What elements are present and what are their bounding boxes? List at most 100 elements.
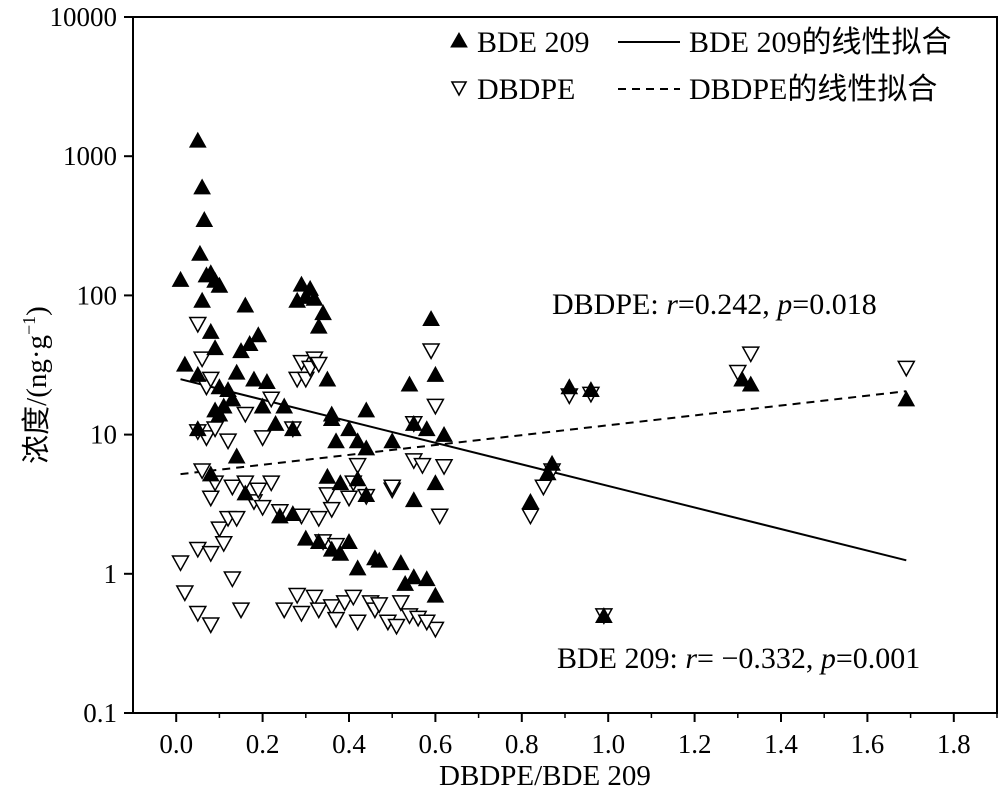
bde209-data-point (582, 381, 600, 398)
dbdpe-data-point (318, 487, 337, 504)
dbdpe-data-point (322, 501, 341, 519)
dbdpe-data-point (897, 360, 916, 378)
bde209-data-point (322, 540, 341, 557)
dbdpe-data-point (227, 510, 246, 528)
dbdpe-data-point (430, 508, 449, 526)
y-axis-ticks: 0.1 1 10 100 1000 10000 (50, 2, 133, 728)
dbdpe-data-point (223, 571, 242, 588)
dbdpe-data-point (348, 457, 367, 475)
dbdpe-data-point (205, 421, 225, 438)
dbdpe-data-point (171, 555, 190, 572)
legend: BDE 209 BDE 209的线性拟合 DBDPE DBDPE的线性拟合 (450, 26, 952, 106)
bde209-data-point (171, 270, 190, 287)
legend-bde209-fit-label: BDE 209的线性拟合 (689, 26, 952, 59)
bde209-data-point (595, 607, 613, 624)
dbdpe-data-point (339, 490, 359, 508)
dbdpe-data-point (344, 589, 363, 607)
dbdpe-data-point (534, 479, 553, 497)
dbdpe-data-point (192, 463, 212, 480)
bde209-data-point (191, 244, 209, 261)
bde209-stats-r-symbol: r (685, 642, 697, 675)
dbdpe-data-point (274, 602, 294, 620)
bde209-stats-p-value: =0.001 (836, 642, 920, 675)
y-axis-title-group: 浓度/(ng·g−1) (19, 306, 53, 464)
bde209-data-point (348, 470, 367, 487)
x-tick-label: 1.0 (591, 729, 625, 759)
dbdpe-data-point (741, 346, 761, 364)
dbdpe-stats-p-value: =0.018 (792, 288, 876, 321)
bde209-data-point (327, 432, 345, 449)
y-tick-label: 1 (104, 559, 118, 589)
bde209-data-point (417, 420, 436, 437)
legend-dbdpe-marker (450, 81, 468, 97)
x-tick-label: 1.8 (937, 729, 971, 759)
dbdpe-data-point (434, 458, 454, 476)
dbdpe-data-point (426, 398, 445, 416)
bde209-data-point (309, 533, 328, 550)
dbdpe-data-point (201, 490, 221, 508)
bde209-stats-p-symbol: p (819, 642, 836, 675)
bde209-data-point (370, 551, 389, 568)
bde209-data-point (240, 335, 259, 351)
bde209-stats-annotation: BDE 209: r= −0.332, p=0.001 (557, 642, 920, 675)
dbdpe-data-point (253, 499, 272, 517)
dbdpe-data-point (521, 508, 540, 526)
y-tick-label: 10 (90, 420, 117, 450)
dbdpe-data-point (309, 356, 329, 374)
dbdpe-data-point (322, 599, 341, 616)
bde209-data-point (897, 390, 916, 407)
dbdpe-data-point (214, 535, 233, 553)
bde209-data-point (318, 370, 337, 387)
bde209-data-point (227, 363, 246, 380)
dbdpe-data-point (231, 602, 251, 620)
dbdpe-data-point (175, 585, 195, 602)
dbdpe-data-point (236, 475, 255, 493)
bde209-data-point (188, 420, 207, 437)
bde209-data-point (331, 544, 350, 561)
bde209-data-point (733, 370, 751, 387)
bde209-data-point (188, 365, 207, 382)
bde209-data-point (404, 568, 423, 585)
dbdpe-data-point (417, 614, 437, 632)
dbdpe-data-point (218, 433, 238, 451)
legend-bde209-marker (450, 31, 468, 48)
x-tick-label: 0.2 (246, 729, 280, 759)
bde209-data-point (543, 454, 561, 471)
dbdpe-data-point (201, 371, 221, 389)
dbdpe-stats-r-value: =0.242, (678, 288, 777, 321)
bde209-data-point (227, 447, 246, 464)
dbdpe-data-point (335, 595, 354, 612)
y-axis-title: 浓度/(ng·g−1) (19, 306, 53, 464)
y-axis-title-close: ) (21, 306, 53, 316)
dbdpe-data-point (391, 595, 411, 612)
bde209-data-point (404, 491, 423, 508)
bde209-data-point (357, 439, 376, 456)
bde209-data-point (201, 322, 220, 339)
bde209-data-point (271, 507, 289, 524)
legend-dbdpe-label: DBDPE (477, 73, 575, 106)
x-tick-label: 1.4 (764, 729, 798, 759)
bde209-data-point (283, 420, 302, 437)
dbdpe-data-point (413, 457, 432, 475)
bde209-data-point (193, 178, 211, 195)
bde209-data-point (309, 317, 328, 334)
dbdpe-data-point (292, 605, 311, 623)
bde209-data-point (331, 474, 350, 491)
y-axis-title-main: 浓度/(ng·g (20, 335, 53, 464)
bde209-data-point (275, 397, 294, 414)
bde209-data-point (253, 397, 272, 414)
bde209-data-point (296, 529, 315, 546)
y-axis-title-sup: −1 (19, 316, 39, 335)
legend-dbdpe-fit-label: DBDPE的线性拟合 (689, 73, 937, 106)
bde209-data-point (305, 289, 324, 306)
bde209-data-point (245, 370, 263, 387)
x-tick-label: 0.0 (159, 729, 193, 759)
bde209-data-point (266, 414, 285, 431)
bde209-data-point (249, 326, 268, 343)
bde209-data-point (422, 310, 440, 327)
bde209-stats-name: BDE 209: (557, 642, 685, 675)
dbdpe-data-point (326, 611, 346, 629)
bde209-data-point (322, 410, 341, 427)
bde209-data-point (223, 390, 242, 407)
